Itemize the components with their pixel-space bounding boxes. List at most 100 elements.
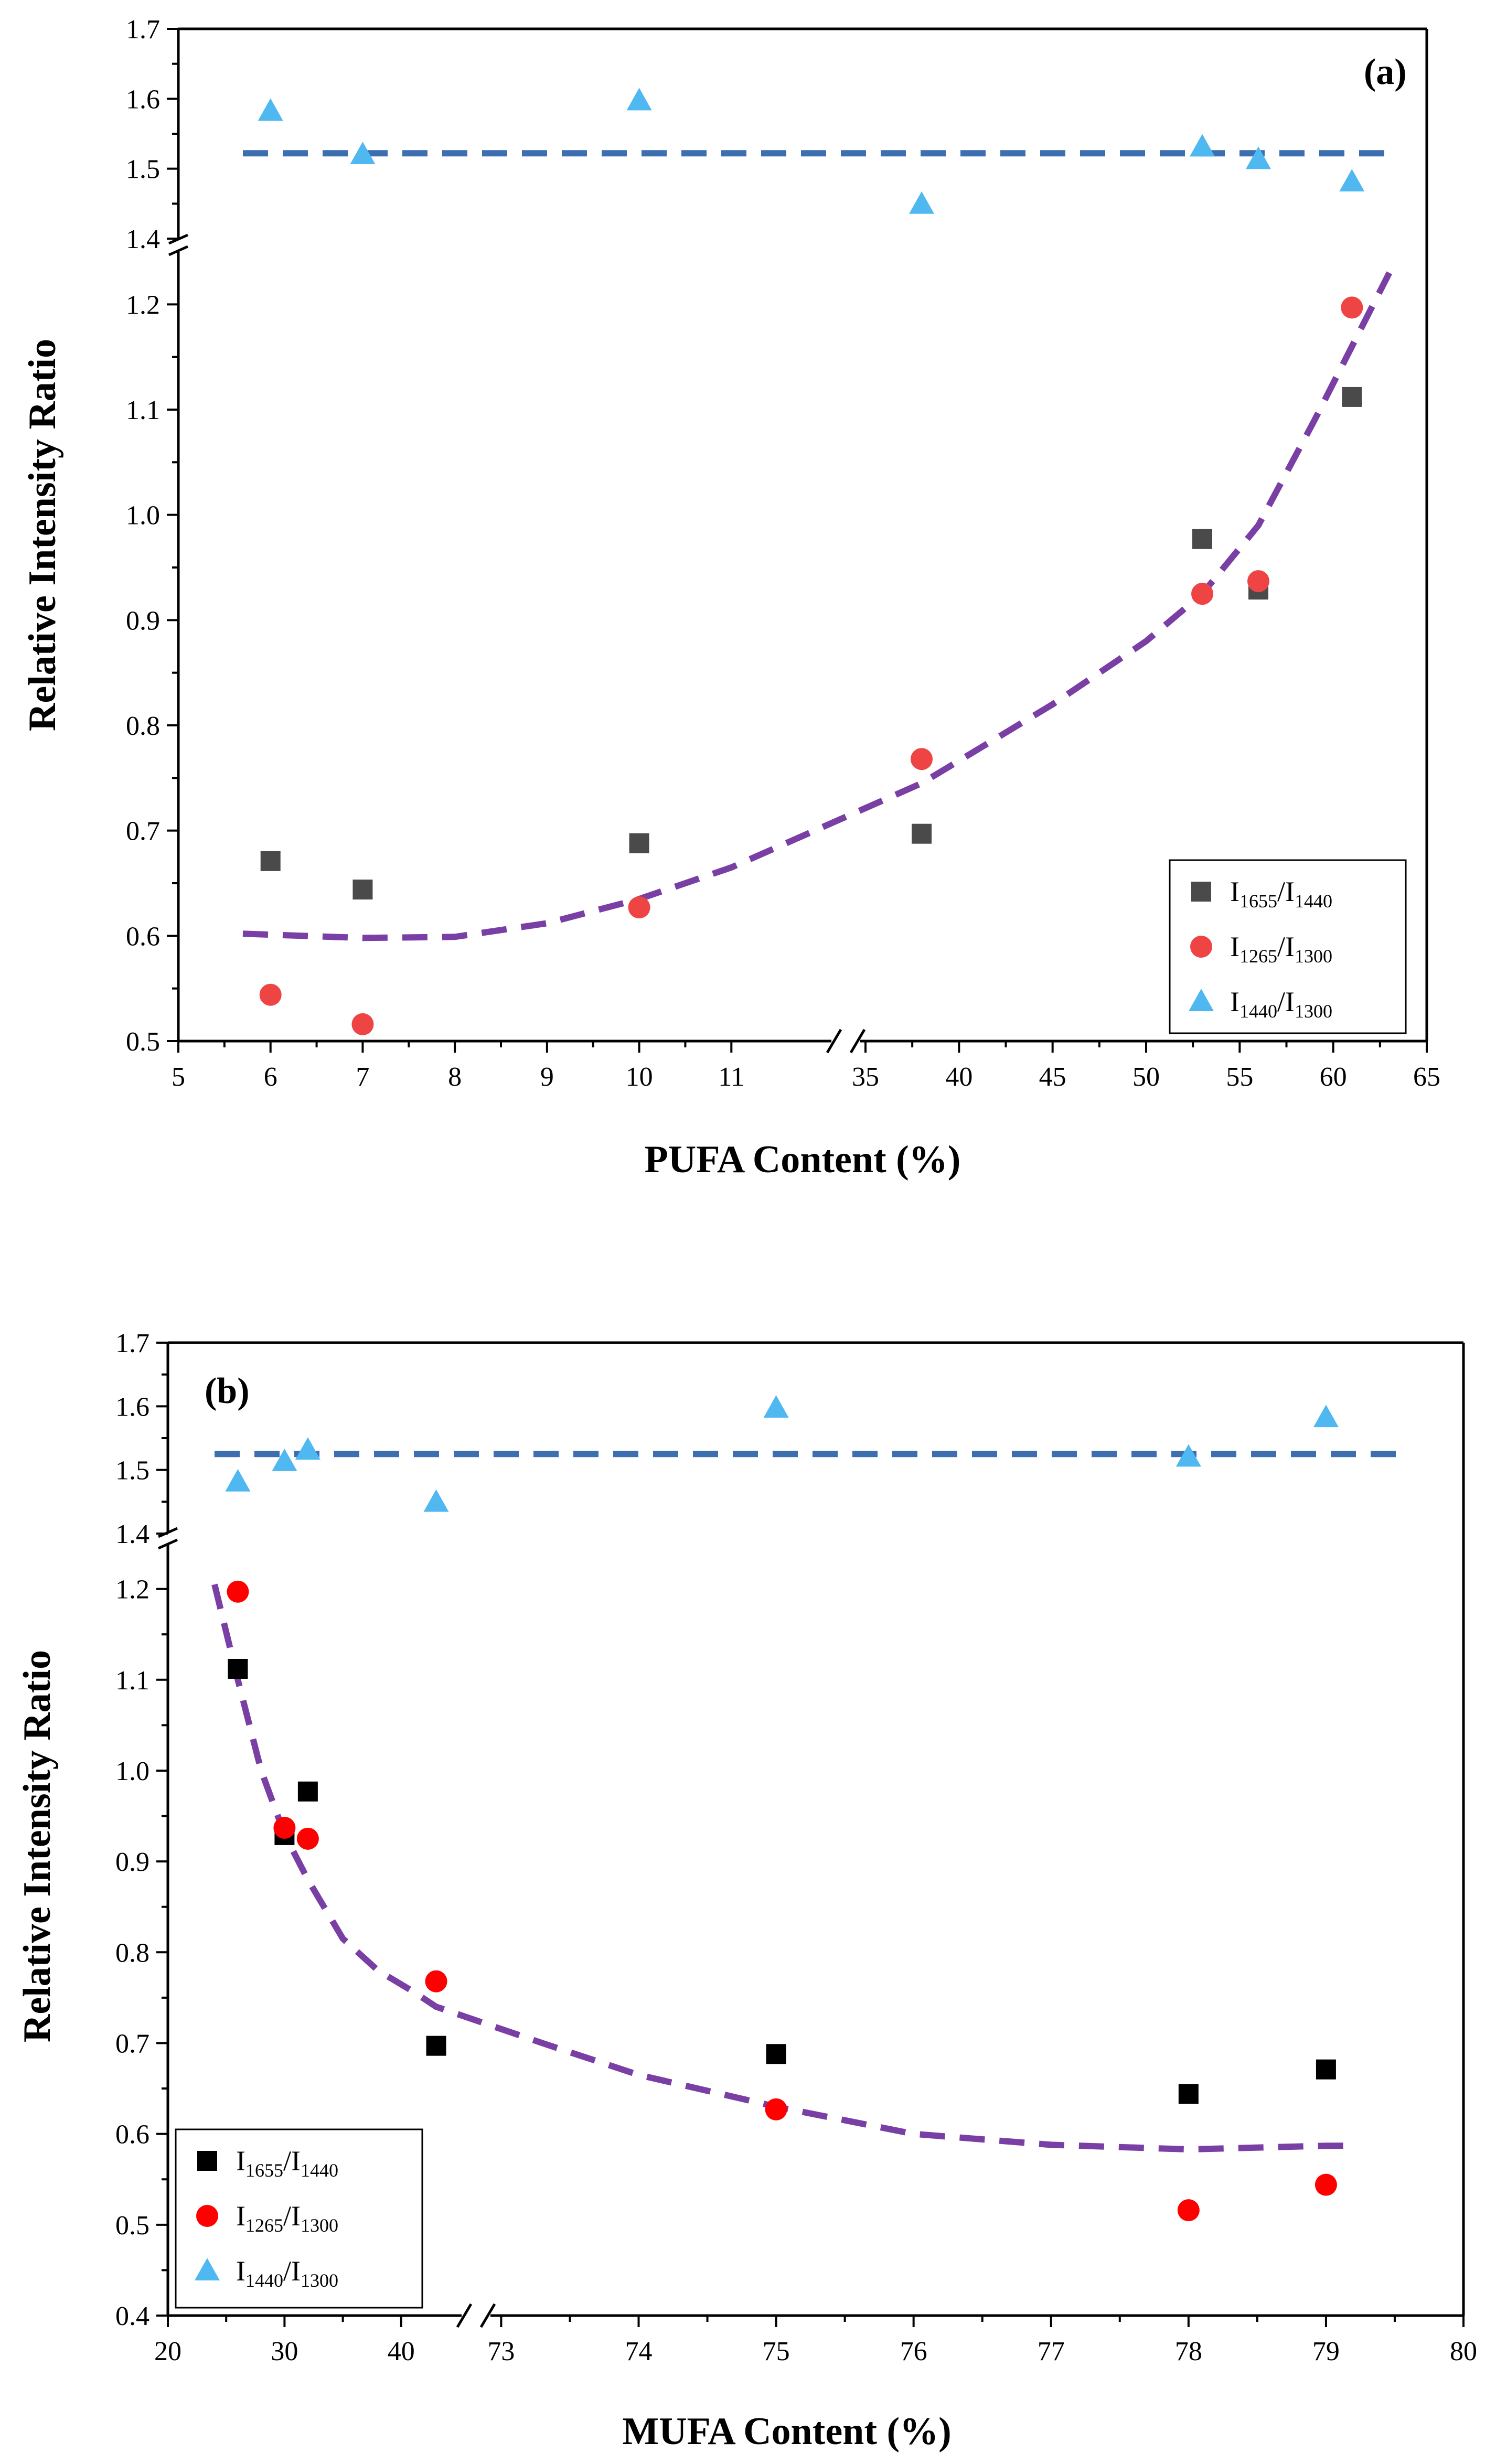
data-point (629, 833, 649, 853)
data-point (350, 142, 376, 164)
x-tick-label: 75 (763, 2337, 790, 2366)
x-tick-label: 6 (264, 1062, 277, 1092)
legend-subscript: 1300 (301, 2215, 338, 2236)
x-tick-label: 74 (625, 2337, 653, 2366)
legend-subscript: 1265 (1239, 946, 1277, 967)
legend-text-part: I (1230, 876, 1239, 907)
data-point (228, 1658, 248, 1679)
x-tick-label: 30 (271, 2337, 298, 2366)
x-tick-label: 50 (1132, 1062, 1160, 1092)
y-tick-label: 1.1 (126, 395, 160, 425)
data-point (1176, 1444, 1201, 1467)
y-tick-label: 0.9 (126, 606, 160, 636)
data-point (1191, 583, 1213, 605)
legend-subscript: 1440 (301, 2160, 338, 2181)
x-tick-label: 11 (718, 1062, 744, 1092)
y-tick-label: 1.1 (115, 1666, 149, 1696)
data-point (765, 2098, 787, 2120)
data-point (227, 1580, 249, 1603)
y-tick-label: 1.4 (115, 1519, 149, 1549)
y-axis-break-mark (168, 245, 189, 256)
data-point (1177, 2199, 1200, 2222)
data-point (260, 851, 281, 871)
y-tick-label: 0.7 (126, 817, 160, 847)
legend-entry: I1440/I1300 (236, 2255, 338, 2291)
x-tick-label: 35 (852, 1062, 879, 1092)
legend-subscript: 1440 (1295, 891, 1332, 912)
legend-subscript: 1655 (245, 2160, 283, 2181)
data-point (1246, 146, 1271, 169)
legend-marker (1190, 936, 1212, 958)
y-tick-label: 1.7 (126, 15, 160, 45)
data-point (426, 2036, 446, 2056)
panel-label: (a) (1364, 52, 1407, 92)
legend-subscript: 1440 (245, 2270, 283, 2291)
x-tick-label: 7 (356, 1062, 369, 1092)
data-point (259, 983, 282, 1006)
data-point (258, 98, 283, 121)
data-point (1316, 2059, 1336, 2080)
legend-text-part: /I (1277, 876, 1295, 907)
panel-a: 5 6 7 8 9 10 11 35 40 45 50 55 60 65 0.5 0.6 0.7 0.8 0.9 1.… (21, 15, 1440, 1181)
data-point (351, 1013, 374, 1035)
legend-subscript: 1265 (245, 2215, 283, 2236)
data-point (626, 88, 652, 111)
y-axis-break-mark (157, 1538, 178, 1550)
x-tick-label: 40 (388, 2337, 415, 2366)
y-tick-label: 0.4 (115, 2301, 149, 2331)
data-point (1178, 2084, 1199, 2104)
legend-marker (1191, 882, 1211, 902)
x-tick-label: 78 (1175, 2337, 1202, 2366)
data-point (1190, 134, 1215, 157)
x-axis-break-mark (826, 1029, 842, 1054)
legend-text-part: I (236, 2200, 245, 2232)
legend-marker (1189, 989, 1214, 1011)
data-point (352, 880, 373, 900)
x-axis-title: PUFA Content (%) (645, 1138, 961, 1181)
y-tick-label: 1.0 (126, 501, 160, 531)
legend-marker (195, 2258, 220, 2280)
data-point (912, 823, 932, 844)
data-point (1339, 169, 1365, 191)
y-axis-title: Relative Intensity Ratio (16, 1650, 59, 2042)
y-tick-label: 1.6 (115, 1392, 149, 1422)
data-point (1313, 1405, 1339, 1428)
x-tick-label: 9 (540, 1062, 554, 1092)
legend-subscript: 1655 (1239, 891, 1277, 912)
legend-text-part: /I (283, 2255, 301, 2287)
x-tick-label: 79 (1312, 2337, 1340, 2366)
data-point (272, 1449, 297, 1471)
legend-text-part: /I (1277, 931, 1295, 962)
x-axis-title: MUFA Content (%) (622, 2410, 952, 2453)
y-tick-label: 1.2 (115, 1575, 149, 1605)
data-point (1315, 2173, 1337, 2196)
data-point (911, 748, 933, 770)
x-tick-label: 80 (1450, 2337, 1477, 2366)
data-point (1192, 529, 1212, 549)
data-point (909, 191, 934, 214)
y-tick-label: 0.7 (115, 2029, 149, 2059)
y-tick-label: 1.4 (126, 224, 160, 254)
legend-entry: I1265/I1300 (1230, 931, 1332, 967)
legend-entry: I1440/I1300 (1230, 986, 1332, 1022)
y-tick-label: 1.0 (115, 1756, 149, 1786)
data-point (295, 1437, 320, 1460)
y-tick-label: 0.6 (126, 922, 160, 951)
x-tick-label: 76 (900, 2337, 927, 2366)
y-tick-label: 1.6 (126, 84, 160, 114)
data-point (628, 896, 650, 919)
legend-text-part: /I (283, 2200, 301, 2232)
x-tick-label: 55 (1226, 1062, 1253, 1092)
legend-text-part: /I (283, 2145, 301, 2177)
y-tick-label: 1.5 (115, 1456, 149, 1486)
y-tick-label: 0.5 (115, 2211, 149, 2241)
y-tick-label: 0.9 (115, 1847, 149, 1877)
legend-marker (196, 2205, 218, 2227)
x-tick-label: 73 (487, 2337, 515, 2366)
y-tick-label: 1.7 (115, 1329, 149, 1358)
x-tick-label: 45 (1039, 1062, 1066, 1092)
x-tick-label: 20 (154, 2337, 181, 2366)
panel-b: 20 30 40 73 74 75 76 77 78 79 80 0.4 0.5 0.6 0.7 0.8 0.9… (16, 1329, 1477, 2453)
legend-entry: I1265/I1300 (236, 2200, 338, 2236)
x-axis-break-mark (849, 1029, 866, 1054)
